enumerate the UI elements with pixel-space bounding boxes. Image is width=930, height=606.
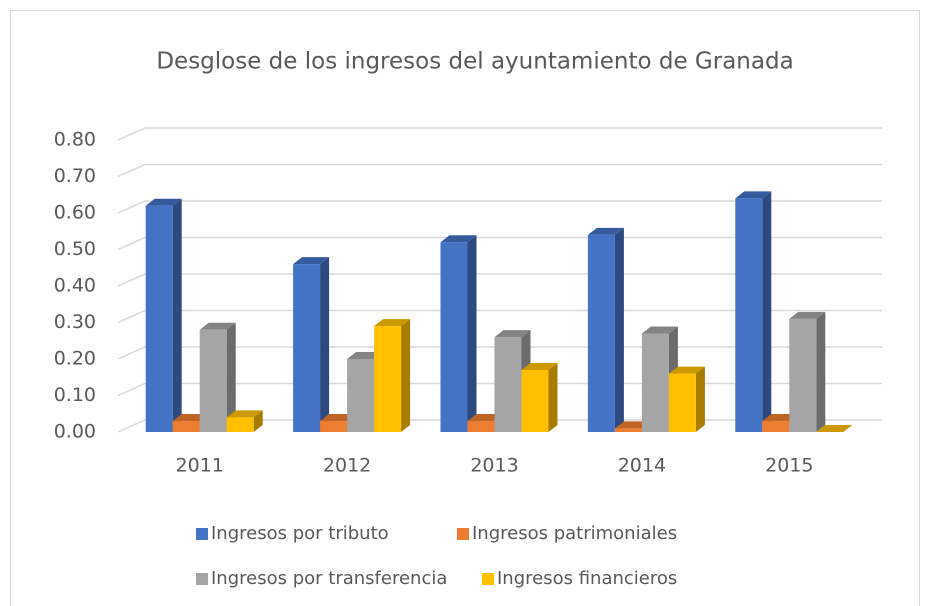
grid-line <box>117 419 882 433</box>
bar-side <box>762 191 772 432</box>
bar-front <box>762 421 790 432</box>
bar-front <box>467 421 495 432</box>
chart-border <box>10 10 920 606</box>
bar <box>816 425 853 432</box>
grid-line <box>117 309 882 324</box>
bar-front <box>293 264 321 432</box>
legend-swatch <box>196 528 208 540</box>
bar-top <box>789 311 826 319</box>
bar <box>226 410 263 432</box>
y-tick-label: 0.00 <box>54 421 96 443</box>
bar-front <box>641 333 669 432</box>
y-tick-label: 0.10 <box>54 384 96 406</box>
legend-label: Ingresos por transferencia <box>211 568 447 589</box>
x-tick-label: 2015 <box>765 455 813 477</box>
bar-top <box>293 257 330 265</box>
bar-top <box>816 425 853 432</box>
legend-label: Ingresos patrimoniales <box>472 523 677 544</box>
bar-front <box>374 326 402 432</box>
legend-swatch <box>457 528 469 540</box>
bar-front <box>172 421 200 432</box>
bar <box>145 198 182 432</box>
bar-side <box>467 235 477 432</box>
grid-line <box>117 163 882 178</box>
bar <box>735 191 772 432</box>
bar-front <box>789 318 817 432</box>
chart-title: Desglose de los ingresos del ayuntamient… <box>156 49 793 75</box>
bar-front <box>145 205 173 432</box>
grid-line <box>117 346 882 360</box>
bar-front <box>440 242 468 432</box>
bar-top <box>735 191 772 199</box>
x-tick-label: 2012 <box>323 455 371 477</box>
bar-top <box>374 319 411 327</box>
bar-side <box>614 227 624 432</box>
bar-side <box>816 311 826 432</box>
bar-front <box>735 198 763 432</box>
y-tick-label: 0.60 <box>54 202 96 224</box>
bar-front <box>614 428 642 432</box>
bar-side <box>226 322 236 432</box>
bar-front <box>521 369 549 432</box>
bar-top <box>199 322 236 330</box>
bar-top <box>494 330 531 338</box>
y-tick-label: 0.40 <box>54 275 96 297</box>
bar <box>521 362 558 432</box>
grid-line <box>117 236 882 251</box>
grid-line <box>117 200 882 214</box>
x-tick-label: 2014 <box>618 455 666 477</box>
grid-line <box>117 127 882 141</box>
bar <box>199 322 236 432</box>
bar-side <box>401 319 411 432</box>
bar-top <box>641 326 678 334</box>
bar-side <box>548 362 558 432</box>
legend-swatch <box>482 573 494 585</box>
bar <box>587 227 624 432</box>
y-tick-label: 0.80 <box>54 129 96 151</box>
bar <box>293 257 330 432</box>
legend-label: Ingresos financieros <box>497 568 677 589</box>
bar-side <box>320 257 330 432</box>
bar-top <box>668 366 705 374</box>
bar-front <box>587 234 615 432</box>
bar <box>789 311 826 432</box>
bar-side <box>695 366 705 432</box>
grid-line <box>117 273 882 287</box>
bar-front <box>494 337 522 432</box>
bar-front <box>668 373 696 432</box>
bar-side <box>172 198 182 432</box>
x-tick-label: 2013 <box>470 455 518 477</box>
bar <box>440 235 477 432</box>
bar <box>374 319 411 432</box>
grid-line <box>117 382 882 397</box>
bar-front <box>320 421 348 432</box>
bar-top <box>226 410 263 418</box>
bar-front <box>199 329 227 432</box>
bar-top <box>587 227 624 235</box>
x-tick-label: 2011 <box>176 455 224 477</box>
legend-label: Ingresos por tributo <box>211 523 389 544</box>
bar-top <box>521 362 558 370</box>
bar-side <box>253 410 263 432</box>
legend-swatch <box>196 573 208 585</box>
bar-top <box>145 198 182 206</box>
bar-front <box>226 417 254 432</box>
bar-top <box>440 235 477 243</box>
y-tick-label: 0.20 <box>54 348 96 370</box>
y-tick-label: 0.50 <box>54 238 96 260</box>
bar-front <box>347 359 375 432</box>
y-tick-label: 0.70 <box>54 165 96 187</box>
bar <box>668 366 705 432</box>
y-tick-label: 0.30 <box>54 311 96 333</box>
